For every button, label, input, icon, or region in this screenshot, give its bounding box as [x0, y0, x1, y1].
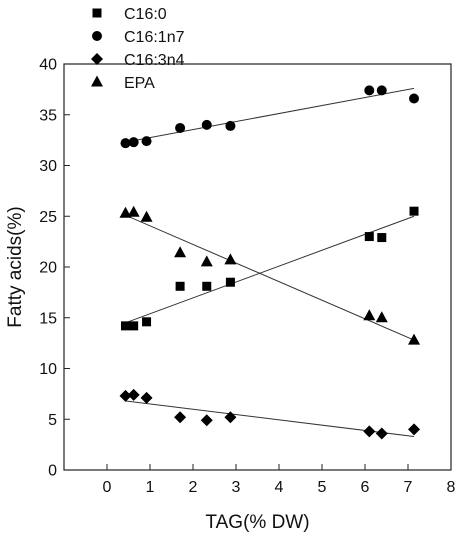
point-c16-1n7: [201, 119, 212, 130]
point-c16-1n7: [225, 120, 236, 131]
point-c16-3n4: [200, 414, 213, 427]
y-tick-label: 15: [39, 310, 57, 327]
y-axis-title: Fatty acids(%): [5, 206, 26, 327]
legend-marker-c16-3n4: [91, 53, 103, 65]
x-tick-label: 3: [232, 479, 241, 496]
legend-marker-epa: [91, 75, 103, 87]
point-epa: [119, 206, 132, 218]
point-epa: [174, 246, 187, 258]
point-c16-0: [129, 321, 139, 331]
point-c16-1n7: [128, 137, 139, 148]
point-c16-3n4: [127, 388, 140, 401]
point-epa: [140, 210, 153, 222]
legend-label-c16-3n4: C16:3n4: [124, 52, 185, 69]
point-c16-0: [175, 281, 185, 291]
x-tick-label: 7: [404, 479, 413, 496]
point-c16-3n4: [140, 391, 153, 404]
y-tick-label: 30: [39, 158, 57, 175]
point-c16-1n7: [175, 122, 186, 133]
plot-frame: [63, 63, 452, 471]
trend-line-c16-1n7: [125, 87, 415, 143]
data-markers: [119, 85, 421, 440]
point-c16-3n4: [375, 427, 388, 440]
point-c16-0: [377, 233, 387, 243]
point-c16-1n7: [120, 138, 131, 149]
point-epa: [363, 309, 376, 321]
trend-lines: [125, 87, 415, 438]
axis-tick-labels: 0 1 2 3 4 5 6 7 8 0 5 10 15 20 25 30 35 40: [39, 57, 455, 497]
legend-label-c16-1n7: C16:1n7: [124, 29, 185, 46]
y-tick-label: 10: [39, 361, 57, 378]
x-tick-label: 8: [447, 479, 456, 496]
x-tick-label: 1: [146, 479, 155, 496]
legend-marker-c16-1n7: [92, 31, 102, 41]
point-c16-3n4: [363, 425, 376, 438]
point-epa: [375, 311, 388, 323]
legend-label-epa: EPA: [124, 75, 155, 92]
y-tick-label: 0: [48, 463, 57, 480]
point-c16-0: [120, 321, 130, 331]
point-c16-0: [364, 232, 374, 242]
axis-ticks: [64, 63, 452, 471]
x-tick-label: 0: [103, 479, 112, 496]
x-tick-label: 2: [189, 479, 198, 496]
x-tick-label: 4: [275, 479, 284, 496]
legend-label-c16-0: C16:0: [124, 6, 167, 23]
point-c16-0: [409, 206, 419, 216]
point-epa: [408, 333, 421, 345]
point-epa: [224, 253, 237, 265]
legend: C16:0 C16:1n7 C16:3n4 EPA: [91, 6, 185, 92]
y-tick-label: 25: [39, 209, 57, 226]
point-c16-3n4: [408, 423, 421, 436]
point-c16-1n7: [364, 85, 375, 96]
point-epa: [200, 255, 213, 267]
point-c16-1n7: [409, 93, 420, 104]
y-tick-label: 20: [39, 260, 57, 277]
x-tick-label: 5: [318, 479, 327, 496]
point-c16-3n4: [224, 411, 237, 424]
point-c16-0: [202, 281, 212, 291]
point-epa: [127, 205, 140, 217]
point-c16-3n4: [174, 411, 187, 424]
legend-marker-c16-0: [92, 8, 102, 18]
x-tick-label: 6: [361, 479, 370, 496]
point-c16-3n4: [119, 389, 132, 402]
y-tick-label: 40: [39, 57, 57, 74]
point-c16-1n7: [376, 85, 387, 96]
x-axis-title: TAG(% DW): [205, 512, 309, 533]
point-c16-0: [142, 317, 152, 327]
point-c16-0: [225, 277, 235, 287]
point-c16-1n7: [141, 136, 152, 147]
y-tick-label: 5: [48, 412, 57, 429]
y-tick-label: 35: [39, 107, 57, 124]
